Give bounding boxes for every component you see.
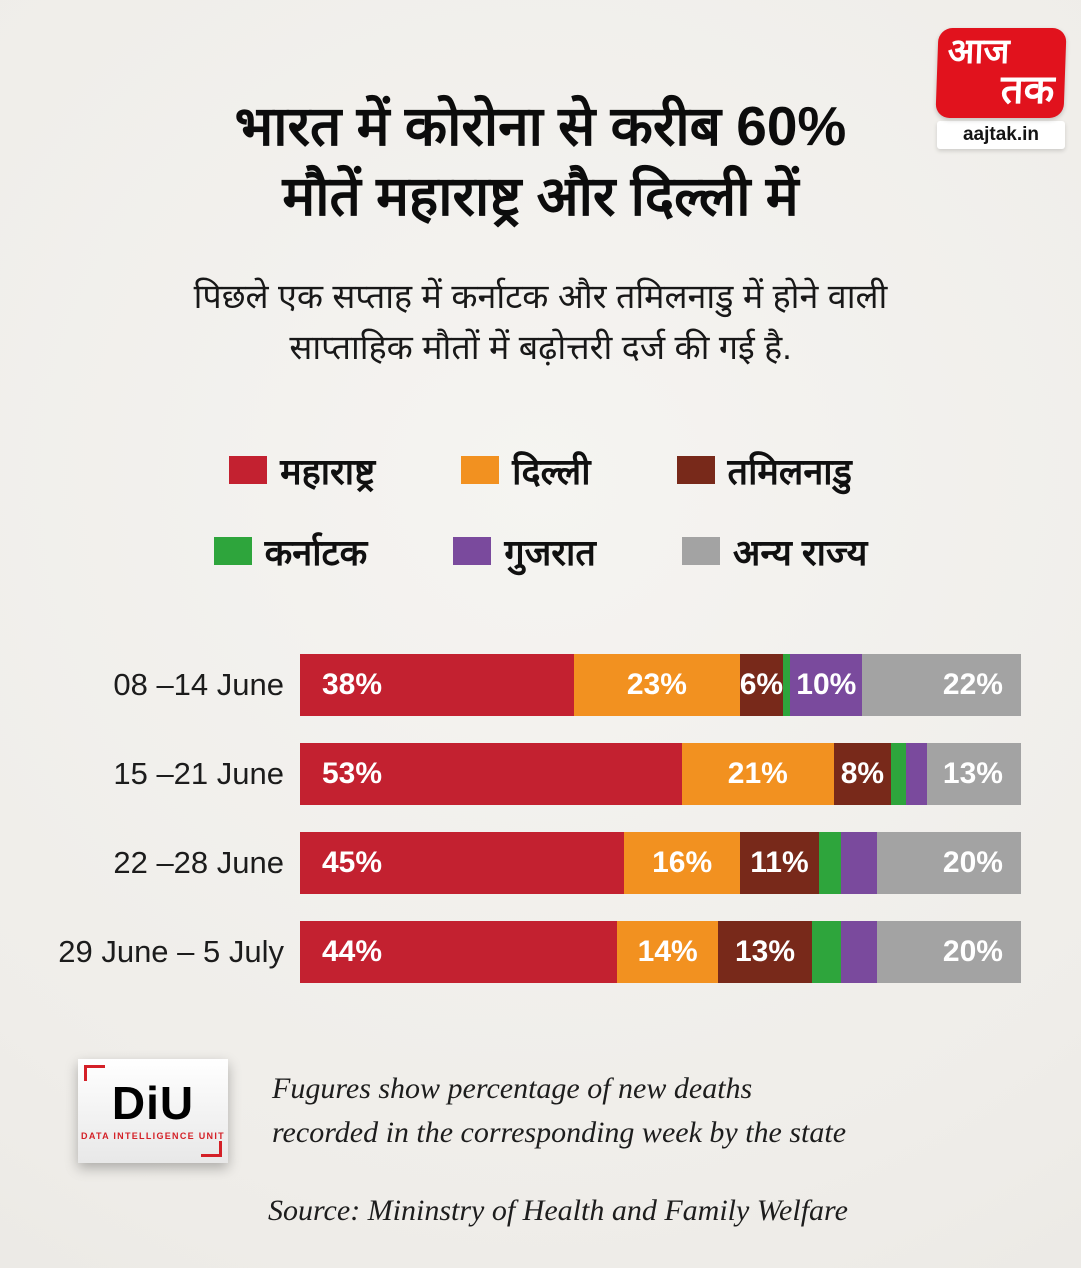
segment-value-label: 23% — [626, 667, 687, 701]
page-title-line1: भारत में कोरोना से करीब 60% — [234, 95, 847, 157]
bar-segment: 16% — [624, 831, 740, 894]
bar-segment: 22% — [862, 653, 1021, 716]
segment-value-label: 38% — [322, 667, 383, 701]
legend-label: दिल्ली — [512, 450, 591, 492]
bar: 45% 16% 11% 20% — [300, 831, 1021, 894]
bar-segment — [891, 742, 906, 805]
segment-value-label: 8% — [840, 756, 885, 790]
segment-value-label: 13% — [735, 934, 796, 968]
footnote-line2: recorded in the corresponding week by th… — [272, 1115, 847, 1149]
bar-segment: 20% — [876, 920, 1021, 983]
legend-swatch — [229, 456, 268, 485]
page-subtitle-line2: साप्ताहिक मौतों में बढ़ोत्तरी दर्ज की गई… — [289, 328, 792, 367]
bar-segment: 44% — [300, 920, 618, 983]
aajtak-logo-mark: आज तक — [935, 28, 1067, 119]
legend-label: कर्नाटक — [264, 531, 368, 573]
legend-swatch — [453, 537, 492, 566]
legend-item: तमिलनाडु — [676, 446, 852, 495]
segment-value-label: 20% — [942, 934, 1003, 968]
bar-segment — [819, 831, 841, 894]
legend-swatch — [213, 537, 252, 566]
diu-logo-subtitle: DATA INTELLIGENCE UNIT — [81, 1131, 225, 1142]
row-label: 29 June – 5 July — [58, 933, 284, 969]
row-label: 22 –28 June — [113, 844, 284, 880]
segment-value-label: 13% — [942, 756, 1003, 790]
row-label: 08 –14 June — [113, 666, 284, 702]
legend-row: कर्नाटक गुजरात अन्य राज्य — [213, 527, 868, 576]
bar-segment: 6% — [739, 653, 784, 716]
page-title-line2: मौतें महाराष्ट्र और दिल्ली में — [282, 164, 799, 227]
bar-segment — [840, 831, 877, 894]
legend-item: गुजरात — [453, 527, 596, 576]
legend: महाराष्ट्र दिल्ली तमिलनाडु कर्नाटक गुजरात अन्… — [0, 446, 1081, 576]
bar-segment — [905, 742, 928, 805]
bar-segment: 10% — [790, 653, 863, 716]
segment-value-label: 21% — [727, 756, 788, 790]
legend-swatch — [461, 456, 500, 485]
segment-value-label: 22% — [942, 667, 1003, 701]
legend-row: महाराष्ट्र दिल्ली तमिलनाडु — [229, 446, 852, 495]
source-text: Source: Mininstry of Health and Family W… — [268, 1193, 848, 1227]
legend-item: महाराष्ट्र — [229, 446, 375, 495]
chart: 08 –14 June 38% 23% 6% 10% 22% 15 –21 June 53% 2… — [0, 653, 1021, 983]
bar-segment: 13% — [718, 920, 812, 983]
segment-value-label: 16% — [652, 845, 713, 879]
aajtak-logo: आज तक aajtak.in — [935, 28, 1067, 150]
page-title: भारत में कोरोना से करीब 60% मौतें महाराष… — [0, 0, 1081, 232]
segment-value-label: 20% — [942, 845, 1003, 879]
bar-segment: 11% — [739, 831, 820, 894]
segment-value-label: 44% — [322, 934, 383, 968]
bar-segment — [840, 920, 877, 983]
aajtak-logo-text-top: आज — [947, 32, 1011, 71]
footnote: Fugures show percentage of new deaths re… — [272, 1067, 846, 1154]
bar-segment: 13% — [927, 742, 1021, 805]
segment-value-label: 6% — [739, 667, 784, 701]
legend-swatch — [681, 537, 720, 566]
legend-label: महाराष्ट्र — [280, 450, 376, 492]
page-subtitle-line1: पिछले एक सप्ताह में कर्नाटक और तमिलनाडु … — [193, 277, 888, 316]
chart-row: 08 –14 June 38% 23% 6% 10% 22% — [0, 653, 1021, 716]
bar: 53% 21% 8% 13% — [300, 742, 1021, 805]
page-subtitle: पिछले एक सप्ताह में कर्नाटक और तमिलनाडु … — [0, 272, 1081, 374]
chart-row: 29 June – 5 July 44% 14% 13% 20% — [0, 920, 1021, 983]
chart-row: 22 –28 June 45% 16% 11% 20% — [0, 831, 1021, 894]
bar-segment: 45% — [300, 831, 625, 894]
legend-label: तमिलनाडु — [727, 450, 852, 492]
legend-item: कर्नाटक — [213, 527, 368, 576]
footer: DiU DATA INTELLIGENCE UNIT Fugures show … — [78, 1058, 1081, 1163]
bar-segment — [811, 920, 841, 983]
legend-swatch — [676, 456, 715, 485]
bar-segment: 14% — [617, 920, 719, 983]
bar-segment: 21% — [682, 742, 834, 805]
segment-value-label: 45% — [322, 845, 383, 879]
bar-segment: 38% — [300, 653, 574, 716]
aajtak-logo-text-bottom: तक — [1000, 67, 1056, 112]
chart-row: 15 –21 June 53% 21% 8% 13% — [0, 742, 1021, 805]
bar: 38% 23% 6% 10% 22% — [300, 653, 1021, 716]
diu-logo: DiU DATA INTELLIGENCE UNIT — [78, 1058, 228, 1163]
aajtak-site-label: aajtak.in — [937, 121, 1065, 150]
footnote-line1: Fugures show percentage of new deaths — [272, 1072, 753, 1106]
legend-item: अन्य राज्य — [681, 527, 868, 576]
segment-value-label: 53% — [322, 756, 383, 790]
bar-segment: 53% — [300, 742, 683, 805]
diu-logo-text: DiU — [111, 1077, 195, 1130]
bar-segment — [783, 653, 791, 716]
row-label: 15 –21 June — [113, 755, 284, 791]
segment-value-label: 11% — [750, 845, 809, 879]
segment-value-label: 14% — [637, 934, 698, 968]
bar-segment: 20% — [876, 831, 1021, 894]
bar-segment: 8% — [833, 742, 892, 805]
bar-segment: 23% — [573, 653, 740, 716]
segment-value-label: 10% — [796, 667, 857, 701]
legend-label: अन्य राज्य — [732, 531, 868, 573]
legend-item: दिल्ली — [461, 446, 591, 495]
legend-label: गुजरात — [504, 531, 596, 573]
bar: 44% 14% 13% 20% — [300, 920, 1021, 983]
